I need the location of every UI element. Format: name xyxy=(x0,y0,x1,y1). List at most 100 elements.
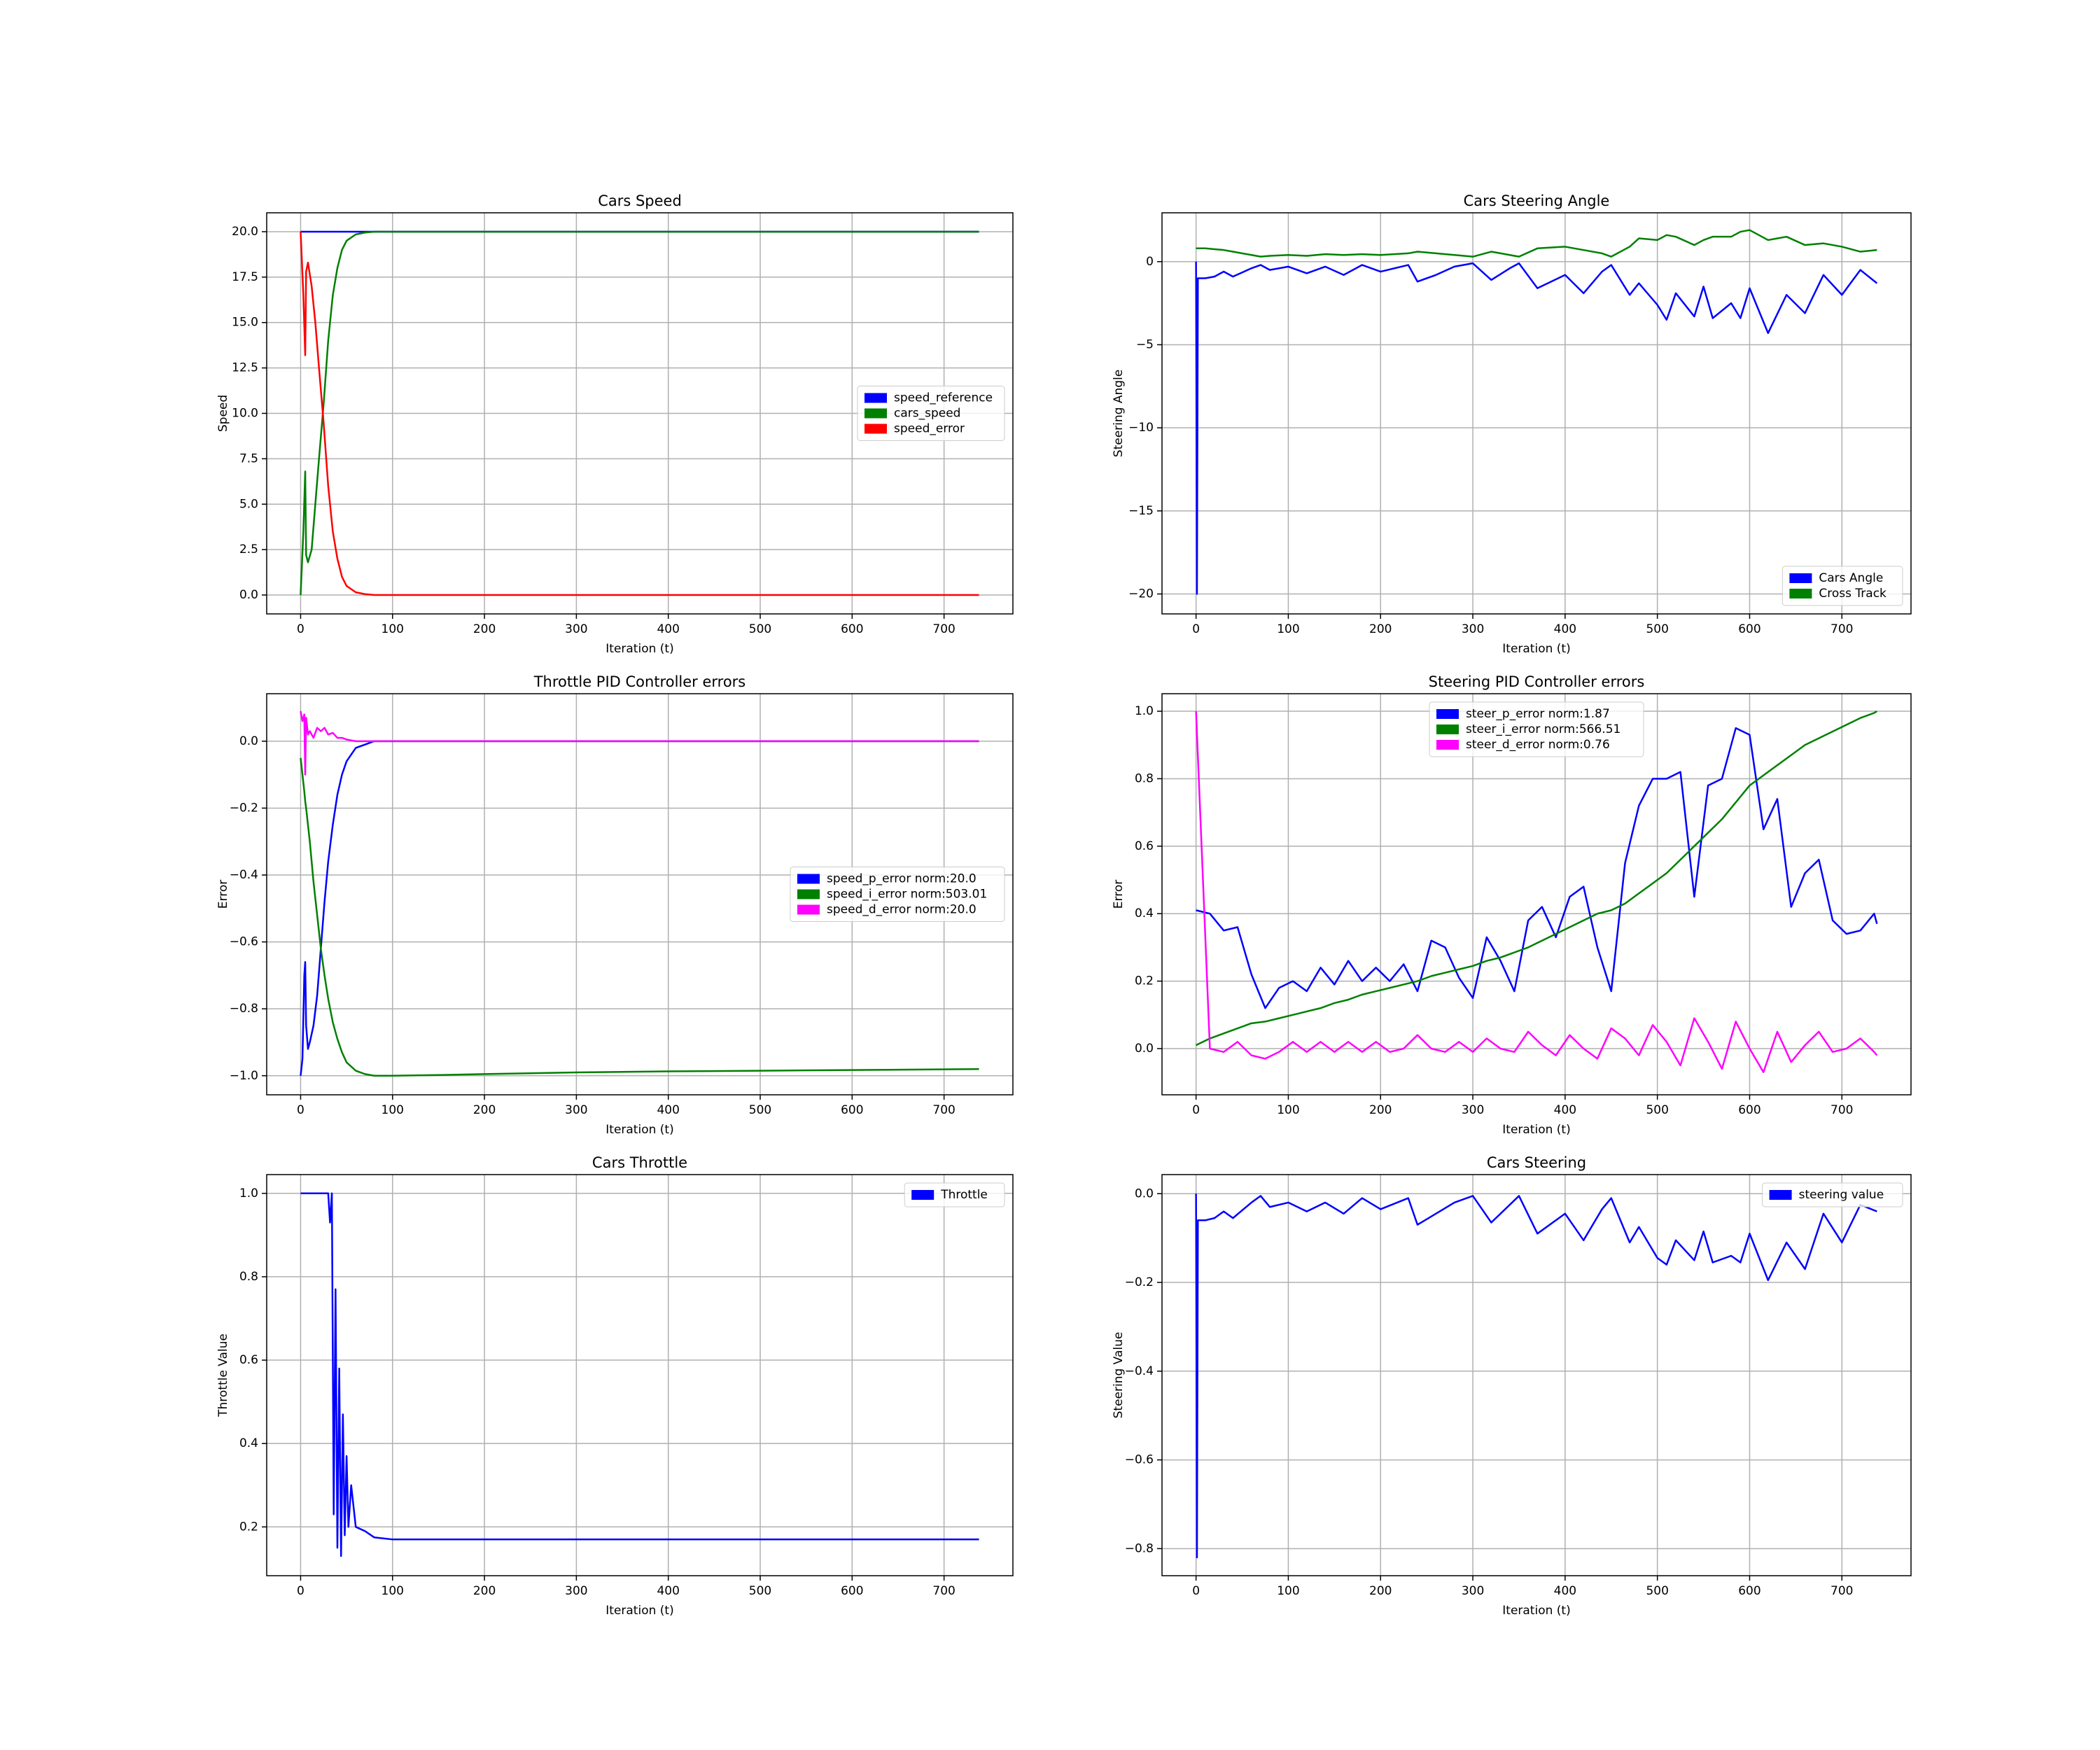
y-tick-label: 0.2 xyxy=(239,1520,258,1534)
chart: 0 100 200 300 400 500 600 700 −0.8 −0.6 −0.4 −0.2 0.… xyxy=(1112,1154,1912,1618)
legend-swatch xyxy=(797,874,820,884)
y-tick-label: 0.0 xyxy=(1135,1042,1154,1056)
y-axis-label: Speed xyxy=(216,395,230,432)
plot-frame xyxy=(1161,1174,1912,1576)
x-tick-label: 100 xyxy=(382,1584,404,1598)
legend-box xyxy=(1762,1182,1903,1208)
legend-swatch xyxy=(797,889,820,899)
series-line xyxy=(1195,261,1878,595)
legend: steering value xyxy=(1762,1182,1903,1208)
legend: Throttle xyxy=(904,1182,1005,1208)
plot-frame xyxy=(1161,212,1912,615)
chart: 0 100 200 300 400 500 600 700 0.2 0.4 0.6 0.8 1.0 Car… xyxy=(216,1154,1014,1618)
legend-swatch xyxy=(864,393,887,403)
y-tick-label: 0.0 xyxy=(1135,1186,1154,1200)
chart: 0 100 200 300 400 500 600 700 −20 −15 −10 −5 0 Cars S… xyxy=(1112,192,1912,656)
x-tick-label: 400 xyxy=(657,622,679,636)
x-tick-label: 100 xyxy=(1277,622,1299,636)
plot-frame xyxy=(266,693,1014,1096)
x-tick-label: 0 xyxy=(297,622,304,636)
y-tick-label: −5 xyxy=(1136,337,1154,351)
legend: speed_p_error norm:20.0 speed_i_error nor… xyxy=(790,867,1005,922)
x-tick-label: 100 xyxy=(1277,1584,1299,1598)
y-tick-label: −0.8 xyxy=(1125,1541,1154,1555)
x-tick-label: 500 xyxy=(749,1103,771,1117)
x-tick-label: 400 xyxy=(657,1584,679,1598)
x-tick-label: 700 xyxy=(932,622,955,636)
y-axis-label: Steering Value xyxy=(1112,1332,1126,1419)
y-tick-label: −0.6 xyxy=(230,935,258,949)
plot-frame xyxy=(1161,693,1912,1096)
legend-label: speed_d_error norm:20.0 xyxy=(827,903,976,917)
plot-frame xyxy=(266,212,1014,615)
chart: 0 100 200 300 400 500 600 700 −1.0 −0.8 −0.6 −0.4 −0… xyxy=(216,673,1014,1137)
legend-box xyxy=(857,386,1005,441)
y-axis-label: Error xyxy=(1112,880,1126,909)
y-tick-label: 5.0 xyxy=(239,497,258,511)
series-line xyxy=(1196,710,1878,1046)
y-tick-label: 15.0 xyxy=(232,316,258,330)
x-tick-label: 400 xyxy=(657,1103,679,1117)
chart-title: Cars Throttle xyxy=(592,1154,687,1171)
legend-swatch xyxy=(911,1190,934,1200)
legend-label: cars_speed xyxy=(894,407,960,421)
y-tick-label: 0.0 xyxy=(239,734,258,748)
series-line xyxy=(1195,711,1878,1073)
x-axis-label: Iteration (t) xyxy=(606,1604,673,1618)
x-tick-label: 200 xyxy=(473,1103,496,1117)
x-tick-label: 500 xyxy=(1646,1584,1668,1598)
series-line xyxy=(1196,229,1877,258)
legend-label: speed_p_error norm:20.0 xyxy=(827,872,976,886)
x-tick-label: 300 xyxy=(1462,1103,1484,1117)
legend-swatch xyxy=(864,424,887,434)
x-tick-label: 100 xyxy=(382,622,404,636)
y-tick-label: 0.4 xyxy=(1135,906,1154,920)
x-tick-label: 700 xyxy=(932,1103,955,1117)
x-tick-label: 600 xyxy=(841,1103,863,1117)
legend-box xyxy=(1782,566,1903,606)
y-tick-label: −20 xyxy=(1128,587,1154,601)
x-tick-label: 600 xyxy=(1738,1103,1760,1117)
x-tick-label: 0 xyxy=(1192,1103,1200,1117)
x-tick-label: 0 xyxy=(1192,622,1200,636)
x-tick-label: 700 xyxy=(1830,1584,1853,1598)
x-tick-label: 500 xyxy=(1646,1103,1668,1117)
x-axis-label: Iteration (t) xyxy=(1502,1604,1570,1618)
legend-swatch xyxy=(1789,589,1812,598)
y-tick-label: 0.4 xyxy=(239,1436,258,1450)
y-tick-label: 20.0 xyxy=(232,225,258,239)
y-tick-label: −15 xyxy=(1128,504,1154,518)
x-tick-label: 500 xyxy=(749,622,771,636)
series-line xyxy=(300,710,979,776)
y-tick-label: 0.8 xyxy=(239,1270,258,1284)
legend-swatch xyxy=(797,904,820,915)
legend-box xyxy=(904,1182,1005,1208)
legend-swatch xyxy=(1789,573,1812,583)
x-tick-label: 300 xyxy=(565,622,587,636)
x-tick-label: 600 xyxy=(1738,622,1760,636)
x-tick-label: 300 xyxy=(1462,622,1484,636)
y-tick-label: −0.2 xyxy=(230,801,258,815)
legend-swatch xyxy=(1769,1190,1792,1200)
x-tick-label: 300 xyxy=(1462,1584,1484,1598)
x-tick-label: 400 xyxy=(1554,1584,1576,1598)
x-tick-label: 500 xyxy=(1646,622,1668,636)
x-tick-label: 200 xyxy=(1369,1103,1392,1117)
legend-swatch xyxy=(1436,724,1459,734)
y-tick-label: 0 xyxy=(1146,255,1154,269)
chart-title: Steering PID Controller errors xyxy=(1429,673,1645,690)
x-tick-label: 0 xyxy=(297,1584,304,1598)
x-axis-label: Iteration (t) xyxy=(606,642,673,656)
y-tick-label: −0.6 xyxy=(1125,1453,1154,1467)
x-tick-label: 300 xyxy=(565,1103,587,1117)
y-axis-label: Steering Angle xyxy=(1112,370,1126,457)
legend-label: steer_d_error norm:0.76 xyxy=(1466,738,1610,752)
series-line xyxy=(1196,727,1878,1009)
series-line xyxy=(300,757,979,1077)
legend-box xyxy=(790,867,1005,922)
x-tick-label: 200 xyxy=(1369,622,1392,636)
y-axis-label: Error xyxy=(216,880,230,909)
x-tick-label: 0 xyxy=(297,1103,304,1117)
x-tick-label: 700 xyxy=(1830,622,1853,636)
